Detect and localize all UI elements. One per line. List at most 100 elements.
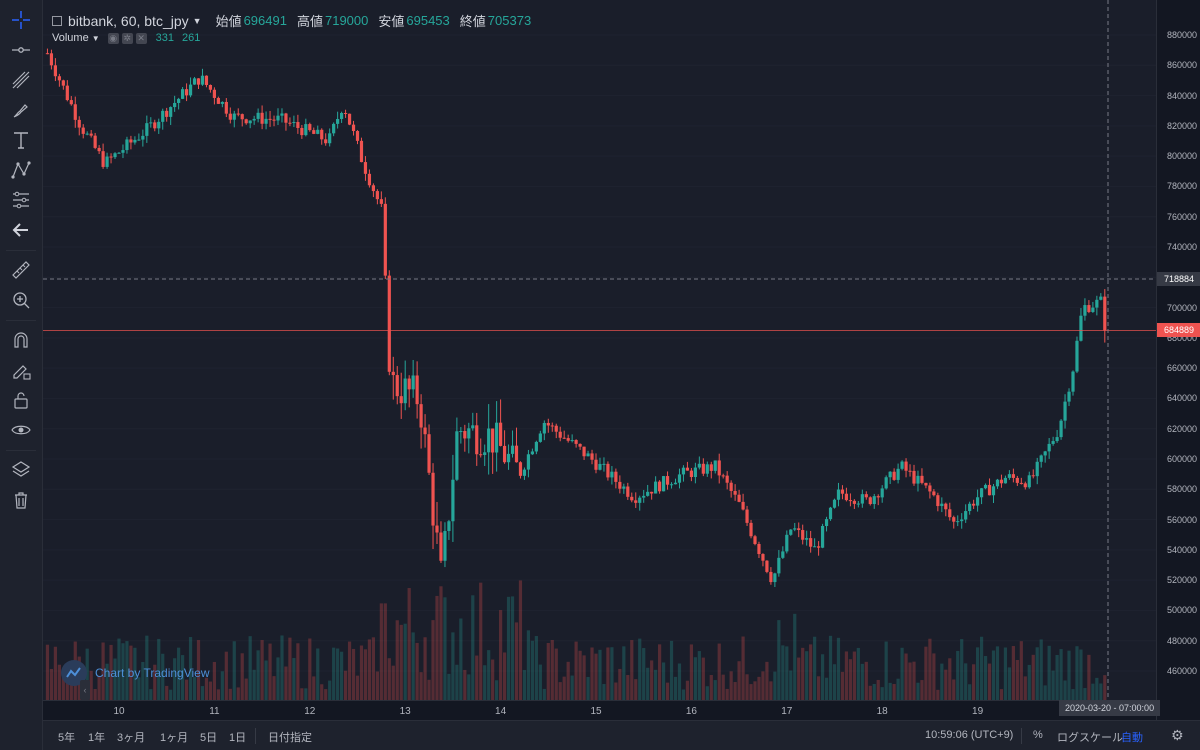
volume-bar [141, 661, 145, 700]
volume-bar [956, 650, 960, 700]
back-arrow-icon[interactable] [6, 216, 36, 244]
range-1d-button[interactable]: 1日 [229, 732, 247, 744]
candle-body [280, 113, 284, 116]
eye-icon[interactable] [6, 416, 36, 444]
volume-ma-value: 261 [181, 32, 201, 44]
volume-bar [940, 663, 944, 700]
trash-icon[interactable] [6, 486, 36, 514]
candle-body [968, 503, 972, 512]
time-tick: 12 [304, 706, 316, 717]
range-5y-button[interactable]: 5年 [58, 732, 76, 744]
date-range-button[interactable]: 日付指定 [268, 732, 312, 744]
time-axis[interactable]: 10 11 12 13 14 15 16 17 18 19 [43, 700, 1156, 720]
auto-scale-button[interactable]: 自動 [1121, 732, 1143, 744]
candle-body [999, 479, 1004, 484]
chevron-down-icon[interactable]: ▼ [192, 15, 202, 26]
candle-body [431, 472, 435, 526]
pattern-icon[interactable] [6, 156, 36, 184]
volume-bar [793, 613, 797, 700]
candle-body [995, 479, 1000, 487]
magnet-icon[interactable] [6, 326, 36, 354]
chevron-left-icon[interactable]: ‹ [80, 680, 90, 700]
close-icon[interactable]: ✕ [135, 32, 147, 44]
volume-label[interactable]: Volume [52, 32, 89, 44]
layers-icon[interactable] [6, 456, 36, 484]
candle-body [415, 375, 419, 405]
candle-body [228, 113, 232, 120]
price-axis[interactable]: 880000 860000 840000 820000 800000 780000 7600… [1156, 0, 1200, 720]
volume-bar [630, 640, 634, 700]
price-tick: 560000 [1166, 514, 1197, 525]
volume-bar [1079, 649, 1083, 700]
ruler-icon[interactable] [6, 256, 36, 284]
volume-bar [288, 637, 292, 700]
candle-body [363, 162, 368, 174]
fib-tool-icon[interactable] [6, 66, 36, 94]
candle-body [916, 475, 920, 484]
volume-bar [828, 635, 833, 700]
candle-body [522, 469, 527, 476]
chevron-down-icon[interactable]: ▼ [91, 33, 100, 43]
volume-bar [248, 636, 252, 700]
volume-bar [101, 642, 105, 700]
volume-bar [252, 669, 256, 700]
volume-bar [673, 676, 678, 700]
gear-icon[interactable]: ✲ [121, 32, 133, 44]
volume-bar [375, 671, 379, 700]
candlestick-chart[interactable] [43, 0, 1156, 700]
candle-body [709, 464, 713, 471]
volume-bar [514, 622, 519, 700]
symbol-label[interactable]: bitbank, 60, btc_jpy [68, 12, 189, 29]
volume-bar [864, 661, 868, 700]
collapse-legend-icon[interactable] [52, 15, 62, 26]
candle-body [717, 460, 721, 476]
eye-icon[interactable]: ◉ [107, 32, 119, 44]
candle-body [964, 511, 968, 520]
volume-bar [614, 682, 618, 700]
range-1y-button[interactable]: 1年 [88, 732, 106, 744]
zoom-in-icon[interactable] [6, 286, 36, 314]
candle-body [1019, 482, 1023, 484]
volume-bar [459, 618, 463, 700]
volume-bar [57, 664, 61, 700]
volume-bar [518, 580, 523, 700]
candle-body [407, 378, 411, 390]
volume-bar [173, 658, 177, 700]
candle-body [900, 461, 904, 469]
chart-pane[interactable]: bitbank, 60, btc_jpy ▼ 始値 696491 高値 7190… [43, 0, 1156, 720]
volume-bar [463, 669, 467, 700]
candle-body [721, 475, 725, 477]
brush-icon[interactable] [6, 96, 36, 124]
candle-body [69, 100, 73, 105]
candle-body [813, 546, 817, 548]
candle-body [844, 493, 849, 501]
unlock-icon[interactable] [6, 386, 36, 414]
candle-body [81, 127, 85, 134]
chart-legend: bitbank, 60, btc_jpy ▼ 始値 696491 高値 7190… [52, 11, 541, 30]
clock-timezone[interactable]: 10:59:06 (UTC+9) [925, 729, 1014, 741]
trend-line-icon[interactable] [6, 36, 36, 64]
range-5d-button[interactable]: 5日 [200, 732, 218, 744]
range-3m-button[interactable]: 3ヶ月 [117, 732, 146, 744]
candle-body [439, 532, 443, 561]
candle-body [534, 441, 538, 452]
volume-bar [948, 658, 952, 700]
price-tick: 800000 [1166, 151, 1197, 162]
lock-drawing-icon[interactable] [6, 356, 36, 384]
percent-scale-button[interactable]: % [1033, 729, 1043, 741]
crosshair-icon[interactable] [6, 6, 36, 34]
volume-bar [685, 680, 690, 700]
gear-icon[interactable]: ⚙ [1171, 727, 1184, 743]
close-label: 終値 [459, 14, 486, 29]
candle-body [745, 509, 749, 523]
candle-body [1071, 371, 1075, 392]
volume-bar [443, 597, 447, 700]
candle-body [920, 475, 924, 483]
range-1m-button[interactable]: 1ヶ月 [160, 732, 189, 744]
prediction-icon[interactable] [6, 186, 36, 214]
volume-bar [129, 645, 133, 700]
log-scale-button[interactable]: ログスケール [1057, 732, 1123, 744]
volume-bar [192, 677, 197, 700]
text-tool-icon[interactable] [6, 126, 36, 154]
volume-bar [972, 664, 976, 700]
